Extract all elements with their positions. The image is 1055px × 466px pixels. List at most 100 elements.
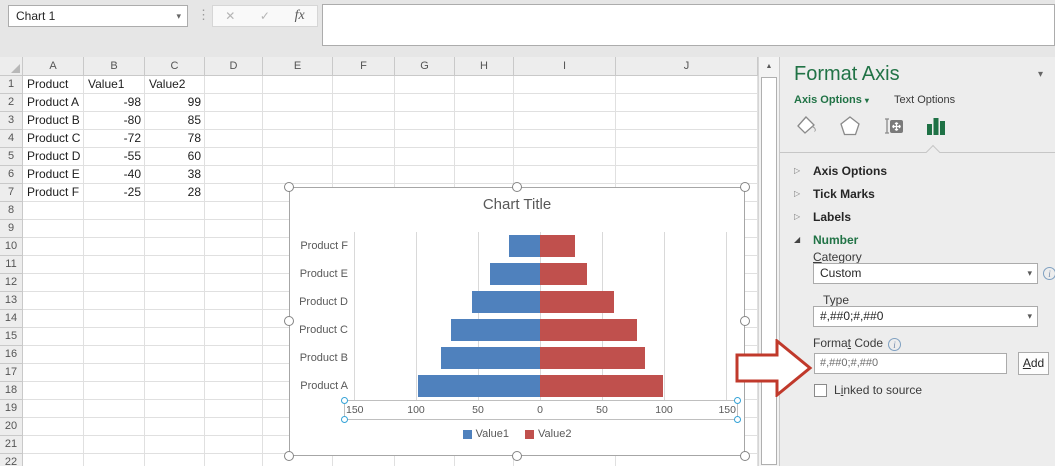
linked-to-source-checkbox[interactable] <box>814 383 827 397</box>
chart-selection-handle[interactable] <box>740 316 750 326</box>
add-button[interactable]: Add <box>1018 352 1049 375</box>
row-header-5[interactable]: 5 <box>0 148 23 166</box>
expand-icon[interactable]: ▷ <box>794 212 801 221</box>
grid-cell[interactable]: -80 <box>123 113 141 127</box>
tab-text-options[interactable]: Text Options <box>893 94 956 106</box>
size-properties-icon[interactable] <box>880 111 906 141</box>
legend-item-Value1[interactable]: Value1 <box>462 428 509 440</box>
scroll-up-icon[interactable]: ▲ <box>759 57 779 76</box>
type-dropdown[interactable]: #,##0;#,##0 ▾ <box>813 306 1038 327</box>
insert-function-icon[interactable]: fx <box>294 8 305 23</box>
fill-line-icon[interactable] <box>794 111 820 141</box>
column-header-F[interactable]: F <box>333 57 395 76</box>
column-header-D[interactable]: D <box>205 57 263 76</box>
row-header-11[interactable]: 11 <box>0 256 23 274</box>
bar-Value2[interactable] <box>540 263 588 285</box>
grid-cell[interactable]: 38 <box>187 167 201 181</box>
section-number[interactable]: ◢ Number <box>794 228 1042 251</box>
row-header-1[interactable]: 1 <box>0 76 23 94</box>
grid-cell[interactable]: Value2 <box>149 77 186 91</box>
row-header-17[interactable]: 17 <box>0 364 23 382</box>
chart-selection-handle[interactable] <box>284 316 294 326</box>
grid-cell[interactable]: -55 <box>123 149 141 163</box>
legend-item-Value2[interactable]: Value2 <box>525 428 571 440</box>
column-header-G[interactable]: G <box>395 57 455 76</box>
row-header-20[interactable]: 20 <box>0 418 23 436</box>
tab-axis-options[interactable]: Axis Options ▾ <box>794 94 869 106</box>
x-axis-selection-box[interactable] <box>341 397 741 423</box>
grid-cell[interactable]: Product E <box>27 167 80 181</box>
row-header-6[interactable]: 6 <box>0 166 23 184</box>
expand-icon[interactable]: ▷ <box>794 189 801 198</box>
grid-cell[interactable]: Product <box>27 77 69 91</box>
bar-Value2[interactable] <box>540 375 663 397</box>
section-tick-marks[interactable]: ▷ Tick Marks <box>794 182 1042 205</box>
grid-cell[interactable]: 60 <box>187 149 201 163</box>
column-header-J[interactable]: J <box>616 57 758 76</box>
column-header-A[interactable]: A <box>23 57 84 76</box>
scrollbar-thumb[interactable] <box>761 77 777 465</box>
row-header-10[interactable]: 10 <box>0 238 23 256</box>
axis-handle[interactable] <box>734 397 741 404</box>
enter-icon[interactable]: ✓ <box>259 9 270 23</box>
grid-cell[interactable]: Product D <box>27 149 81 163</box>
formula-bar[interactable] <box>322 4 1055 46</box>
grip-icon[interactable]: ⋮ <box>197 7 210 22</box>
bar-Value2[interactable] <box>540 319 637 341</box>
row-header-22[interactable]: 22 <box>0 454 23 466</box>
bar-Value1[interactable] <box>490 263 540 285</box>
grid-cell[interactable]: 78 <box>187 131 201 145</box>
bar-Value2[interactable] <box>540 235 575 257</box>
row-header-4[interactable]: 4 <box>0 130 23 148</box>
grid-cell[interactable]: -25 <box>123 185 141 199</box>
select-all-corner[interactable] <box>0 57 23 76</box>
effects-icon[interactable] <box>837 111 863 141</box>
chart-selection-handle[interactable] <box>512 182 522 192</box>
row-header-8[interactable]: 8 <box>0 202 23 220</box>
row-header-3[interactable]: 3 <box>0 112 23 130</box>
row-header-13[interactable]: 13 <box>0 292 23 310</box>
bar-Value1[interactable] <box>509 235 540 257</box>
grid-cell[interactable]: 28 <box>187 185 201 199</box>
format-code-input[interactable]: #,##0;#,##0 <box>814 353 1007 374</box>
axis-handle[interactable] <box>341 397 348 404</box>
grid-cell[interactable]: Product B <box>27 113 80 127</box>
pane-options-chevron-icon[interactable]: ▾ <box>1037 69 1043 80</box>
bar-Value1[interactable] <box>440 347 540 369</box>
grid-cell[interactable]: Product F <box>27 185 80 199</box>
row-header-21[interactable]: 21 <box>0 436 23 454</box>
row-header-18[interactable]: 18 <box>0 382 23 400</box>
info-icon[interactable]: i <box>888 338 902 351</box>
vertical-scrollbar[interactable]: ▲ <box>758 57 779 466</box>
info-icon[interactable]: i <box>1043 267 1055 280</box>
section-axis-options[interactable]: ▷ Axis Options <box>794 159 1042 182</box>
chart-legend[interactable]: Value1 Value2 <box>290 428 744 440</box>
grid-cell[interactable]: Product A <box>27 95 80 109</box>
chart-selection-handle[interactable] <box>284 451 294 461</box>
grid-cell[interactable]: -98 <box>123 95 141 109</box>
bar-Value1[interactable] <box>471 291 540 313</box>
name-box[interactable]: Chart 1 ▾ <box>8 5 188 27</box>
row-header-19[interactable]: 19 <box>0 400 23 418</box>
row-header-15[interactable]: 15 <box>0 328 23 346</box>
bar-Value1[interactable] <box>418 375 540 397</box>
collapse-icon[interactable]: ◢ <box>794 235 801 244</box>
grid-cell[interactable]: Value1 <box>88 77 125 91</box>
column-header-E[interactable]: E <box>263 57 333 76</box>
bar-Value2[interactable] <box>540 347 646 369</box>
category-dropdown[interactable]: Custom ▾ <box>813 263 1038 284</box>
row-header-12[interactable]: 12 <box>0 274 23 292</box>
grid-cell[interactable]: -72 <box>123 131 141 145</box>
row-header-7[interactable]: 7 <box>0 184 23 202</box>
row-header-9[interactable]: 9 <box>0 220 23 238</box>
name-box-dropdown-icon[interactable]: ▾ <box>176 11 181 21</box>
bar-Value2[interactable] <box>540 291 615 313</box>
row-header-16[interactable]: 16 <box>0 346 23 364</box>
expand-icon[interactable]: ▷ <box>794 166 801 175</box>
axis-handle[interactable] <box>734 416 741 423</box>
row-header-14[interactable]: 14 <box>0 310 23 328</box>
cancel-icon[interactable]: ✕ <box>225 9 236 23</box>
column-header-C[interactable]: C <box>145 57 205 76</box>
chart-selection-handle[interactable] <box>740 182 750 192</box>
chart-selection-handle[interactable] <box>512 451 522 461</box>
